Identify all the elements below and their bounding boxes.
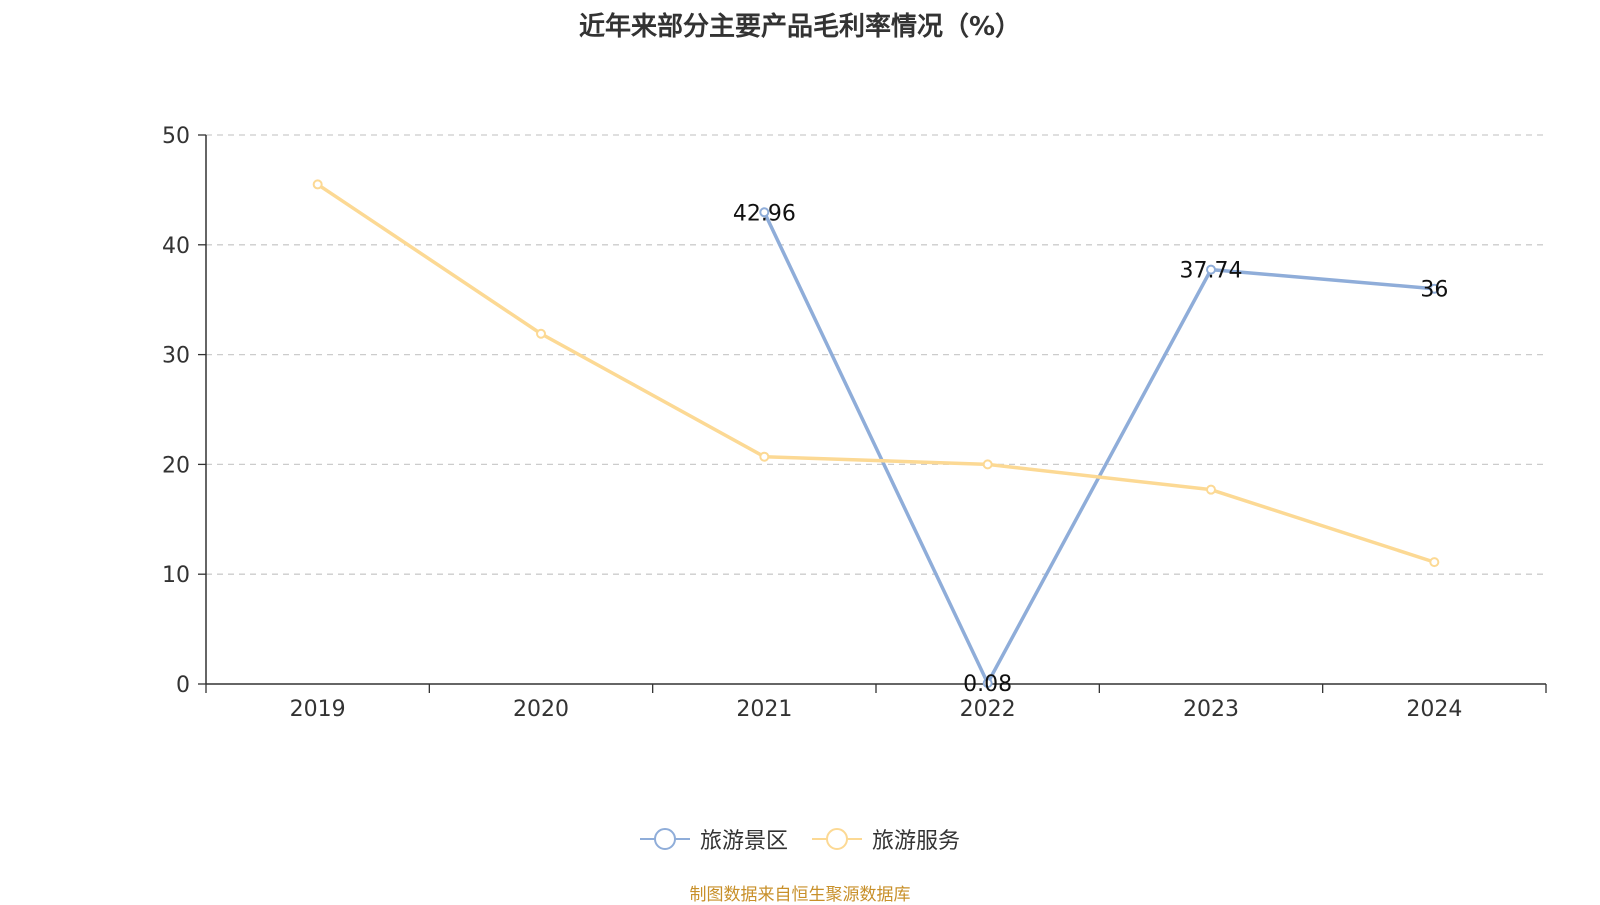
data-point	[1429, 283, 1440, 294]
y-tick-label: 30	[162, 344, 190, 369]
data-point	[536, 328, 546, 339]
source-note: 制图数据来自恒生聚源数据库	[689, 885, 911, 905]
y-tick-label: 40	[162, 234, 190, 259]
data-point	[312, 179, 323, 190]
x-tick-label: 2023	[1183, 697, 1239, 722]
data-label: 36	[1420, 278, 1448, 303]
x-tick-label: 2024	[1406, 697, 1462, 722]
legend-swatch-marker	[653, 828, 676, 850]
data-label: 37.74	[1180, 259, 1243, 284]
legend-swatch-marker	[826, 828, 848, 850]
data-point	[982, 459, 993, 470]
data-label: 0.08	[963, 672, 1012, 697]
y-tick-label: 10	[162, 563, 190, 588]
y-tick-label: 50	[162, 124, 190, 149]
data-point	[1206, 484, 1216, 495]
x-tick-label: 2019	[290, 697, 346, 722]
legend-item-service[interactable]: 旅游服务	[812, 823, 960, 855]
legend-label-scenic: 旅游景区	[699, 829, 788, 854]
series-line	[762, 211, 1435, 685]
legend: 旅游景区 旅游服务	[0, 823, 1600, 855]
grid-layer	[206, 134, 1546, 575]
series-layer	[312, 179, 1440, 689]
data-label: 42.96	[733, 201, 796, 226]
chart-title: 近年来部分主要产品毛利率情况（%）	[578, 12, 1022, 42]
legend-line-circle-icon	[812, 828, 862, 850]
x-tick-label: 2021	[736, 697, 792, 722]
data-point	[982, 678, 993, 689]
y-tick-label: 0	[176, 673, 190, 698]
axis-layer: 0 10 20 30 40 50 2019 2020 2021 2022 2023 2024	[162, 124, 1547, 722]
data-label-layer: 42.96 0.08 37.74 36	[733, 201, 1448, 697]
data-point	[1206, 264, 1216, 275]
data-point	[759, 451, 770, 462]
series-line	[316, 182, 1435, 564]
y-tick-label: 20	[162, 453, 190, 478]
legend-line-circle-icon	[639, 828, 690, 850]
legend-label-service: 旅游服务	[872, 829, 961, 854]
legend-item-scenic[interactable]: 旅游景区	[639, 823, 788, 855]
data-point	[1429, 557, 1440, 568]
x-tick-label: 2020	[513, 697, 569, 722]
x-tick-label: 2022	[960, 697, 1016, 722]
data-point	[759, 207, 770, 218]
